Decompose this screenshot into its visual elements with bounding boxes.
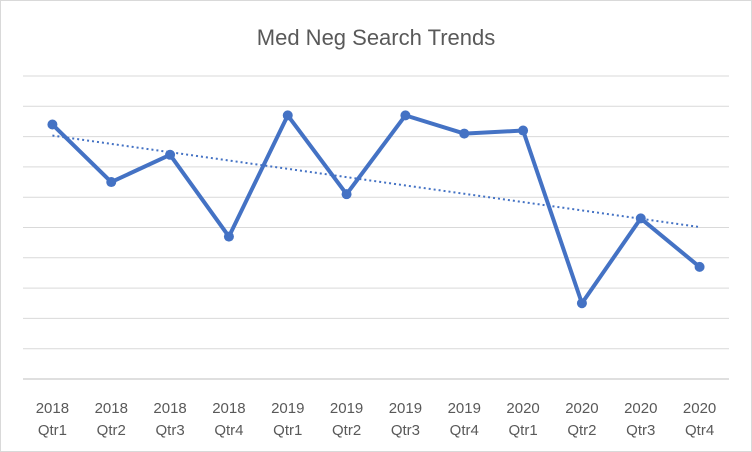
data-point [694, 261, 705, 272]
x-tick-quarter: Qtr2 [567, 422, 596, 439]
x-tick-label: 2019 Qtr4 [448, 400, 481, 439]
x-tick-year: 2018 [153, 400, 186, 417]
trendline [52, 134, 700, 229]
data-point [518, 125, 529, 136]
data-point [106, 177, 117, 188]
series-line [51, 113, 701, 306]
x-tick-quarter: Qtr4 [685, 422, 714, 439]
x-tick-quarter: Qtr1 [273, 422, 302, 439]
x-tick-label: 2020 Qtr1 [506, 400, 539, 439]
x-tick-label: 2019 Qtr1 [271, 400, 304, 439]
x-axis-labels: 2018 Qtr1 2018 Qtr2 2018 Qtr3 2018 Qtr4 2019 Qtr1… [36, 400, 717, 439]
x-tick-quarter: Qtr4 [450, 422, 479, 439]
x-tick-year: 2019 [448, 400, 481, 417]
x-tick-label: 2020 Qtr3 [624, 400, 657, 439]
x-tick-year: 2018 [36, 400, 69, 417]
x-tick-quarter: Qtr2 [332, 422, 361, 439]
x-tick-year: 2020 [506, 400, 539, 417]
data-point [576, 298, 587, 309]
x-tick-quarter: Qtr3 [155, 422, 184, 439]
data-point [400, 110, 411, 121]
x-tick-quarter: Qtr3 [391, 422, 420, 439]
x-tick-label: 2018 Qtr3 [153, 400, 186, 439]
data-point [459, 128, 470, 139]
x-tick-year: 2018 [95, 400, 128, 417]
x-tick-label: 2019 Qtr3 [389, 400, 422, 439]
x-tick-label: 2020 Qtr2 [565, 400, 598, 439]
data-point [341, 189, 352, 200]
data-point [282, 110, 293, 121]
x-tick-quarter: Qtr2 [97, 422, 126, 439]
x-tick-quarter: Qtr3 [626, 422, 655, 439]
x-tick-quarter: Qtr4 [214, 422, 243, 439]
data-point [165, 149, 176, 160]
x-tick-quarter: Qtr1 [508, 422, 537, 439]
data-point [223, 231, 234, 242]
x-tick-label: 2018 Qtr2 [95, 400, 128, 439]
x-tick-label: 2020 Qtr4 [683, 400, 716, 439]
x-tick-year: 2020 [624, 400, 657, 417]
x-tick-year: 2019 [271, 400, 304, 417]
series-group [47, 110, 705, 309]
data-point [47, 119, 58, 130]
x-tick-year: 2019 [389, 400, 422, 417]
x-tick-label: 2018 Qtr1 [36, 400, 69, 439]
x-tick-year: 2019 [330, 400, 363, 417]
data-point [635, 213, 646, 224]
x-tick-quarter: Qtr1 [38, 422, 67, 439]
x-tick-year: 2018 [212, 400, 245, 417]
x-tick-label: 2019 Qtr2 [330, 400, 363, 439]
trendline-group [52, 134, 700, 229]
x-tick-year: 2020 [565, 400, 598, 417]
x-tick-label: 2018 Qtr4 [212, 400, 245, 439]
x-tick-year: 2020 [683, 400, 716, 417]
chart-title: Med Neg Search Trends [257, 25, 495, 50]
gridlines [23, 75, 729, 380]
